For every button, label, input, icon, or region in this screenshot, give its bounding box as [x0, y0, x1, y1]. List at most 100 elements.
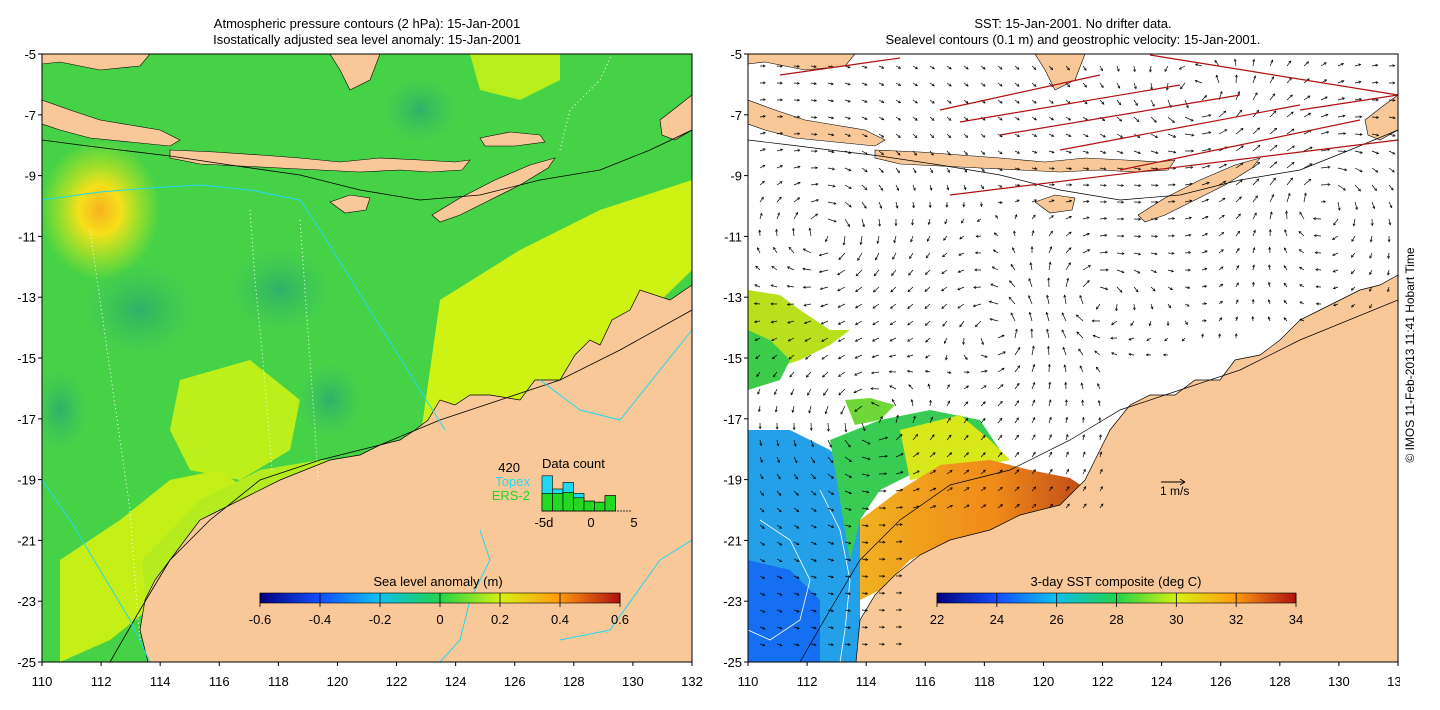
velocity-arrowhead: [1256, 109, 1260, 113]
velocity-arrowhead: [893, 240, 897, 244]
velocity-arrow: [793, 507, 799, 512]
velocity-arrowhead: [1303, 192, 1307, 196]
velocity-arrow: [891, 399, 897, 407]
velocity-arrowhead: [1299, 301, 1303, 305]
velocity-arrowhead: [847, 82, 851, 86]
velocity-arrowhead: [831, 133, 835, 137]
velocity-arrow: [1371, 150, 1379, 154]
x-tick-label: 112: [91, 674, 112, 689]
data-count-panel: Data count 420 Topex ERS-2 -5d 0 5: [492, 456, 638, 530]
velocity-arrow: [1252, 161, 1260, 169]
velocity-arrowhead: [823, 392, 826, 396]
velocity-arrow: [1286, 111, 1294, 118]
velocity-arrowhead: [1269, 211, 1273, 215]
velocity-arrow: [907, 354, 914, 358]
velocity-arrowhead: [1185, 321, 1188, 325]
velocity-arrowhead: [787, 320, 791, 324]
velocity-arrow: [1099, 65, 1103, 71]
left-pressure-contour-2: [109, 309, 692, 662]
velocity-arrowhead: [1252, 247, 1256, 251]
velocity-arrowhead: [870, 402, 875, 405]
velocity-arrowhead: [947, 152, 951, 156]
velocity-arrowhead: [1283, 247, 1287, 251]
velocity-arrowhead: [797, 98, 801, 102]
red-track-line: [939, 74, 1101, 111]
velocity-arrow: [895, 167, 900, 173]
velocity-arrow: [1116, 99, 1122, 106]
velocity-arrow: [963, 65, 969, 70]
velocity-arrowhead: [795, 211, 798, 215]
velocity-arrow: [755, 265, 761, 271]
velocity-arrow: [1201, 131, 1211, 135]
velocity-arrowhead: [795, 476, 799, 480]
velocity-arrowhead: [1103, 200, 1107, 204]
velocity-arrowhead: [924, 272, 928, 275]
velocity-arrowhead: [1287, 192, 1291, 196]
velocity-arrowhead: [762, 593, 766, 596]
velocity-arrow: [776, 575, 783, 579]
velocity-arrowhead: [1068, 247, 1072, 251]
x-tick-label: 122: [1092, 674, 1114, 689]
velocity-arrow: [946, 371, 952, 374]
velocity-arrowhead: [1285, 210, 1289, 214]
velocity-arrow: [1353, 218, 1356, 226]
velocity-arrow: [1082, 486, 1087, 492]
velocity-arrow: [1064, 364, 1067, 373]
velocity-arrowhead: [1391, 169, 1395, 173]
velocity-arrowhead: [1332, 286, 1336, 290]
velocity-arrow: [1371, 64, 1378, 67]
velocity-arrowhead: [1271, 76, 1274, 80]
velocity-arrowhead: [1341, 97, 1346, 101]
velocity-arrow: [1149, 65, 1152, 72]
velocity-arrowhead: [1239, 179, 1243, 183]
velocity-arrow: [912, 434, 918, 441]
y-tick-label: -11: [724, 229, 742, 244]
velocity-arrow: [1388, 116, 1396, 119]
velocity-arrowhead: [1162, 353, 1166, 357]
velocity-arrow: [776, 558, 782, 562]
velocity-arrowhead: [1185, 105, 1189, 109]
velocity-arrow: [1320, 201, 1326, 203]
velocity-arrowhead: [761, 526, 765, 529]
velocity-arrowhead: [1375, 151, 1380, 155]
right-map: [748, 54, 1398, 662]
velocity-arrowhead: [854, 409, 858, 412]
velocity-arrow: [977, 218, 982, 222]
velocity-arrowhead: [1324, 79, 1328, 83]
velocity-arrow: [895, 99, 901, 104]
velocity-arrowhead: [1274, 161, 1278, 165]
y-tick-label: -19: [723, 473, 742, 488]
velocity-arrow: [895, 489, 903, 492]
right-tanimbar: [1364, 94, 1398, 141]
velocity-arrow: [1014, 434, 1019, 441]
left-track-ers-2: [299, 219, 319, 481]
velocity-arrow: [1299, 301, 1305, 305]
velocity-arrow: [1099, 286, 1108, 290]
velocity-arrow: [1286, 162, 1295, 169]
velocity-arrowhead: [1069, 199, 1073, 203]
velocity-arrowhead: [847, 626, 851, 629]
velocity-arrow: [810, 575, 817, 579]
velocity-arrow: [838, 337, 846, 342]
velocity-arrowhead: [797, 149, 801, 152]
velocity-arrowhead: [999, 400, 1003, 404]
velocity-arrowhead: [1337, 207, 1341, 211]
velocity-arrowhead: [1308, 178, 1312, 182]
velocity-arrowhead: [1171, 251, 1175, 255]
velocity-arrowhead: [756, 374, 760, 378]
velocity-arrow: [754, 320, 761, 323]
velocity-arrow: [810, 65, 817, 68]
velocity-arrowhead: [777, 459, 780, 464]
velocity-arrow: [1048, 486, 1053, 492]
velocity-arrow: [980, 504, 986, 509]
velocity-arrow: [776, 212, 780, 220]
velocity-arrowhead: [813, 558, 817, 562]
velocity-arrow: [1150, 133, 1158, 138]
velocity-arrowhead: [1098, 434, 1102, 438]
left-track-topex-5: [559, 539, 692, 641]
velocity-arrowhead: [1064, 399, 1068, 403]
velocity-arrowhead: [848, 541, 852, 545]
velocity-arrow: [1337, 133, 1346, 135]
velocity-arrow: [1252, 92, 1258, 101]
velocity-arrowhead: [1267, 281, 1271, 285]
